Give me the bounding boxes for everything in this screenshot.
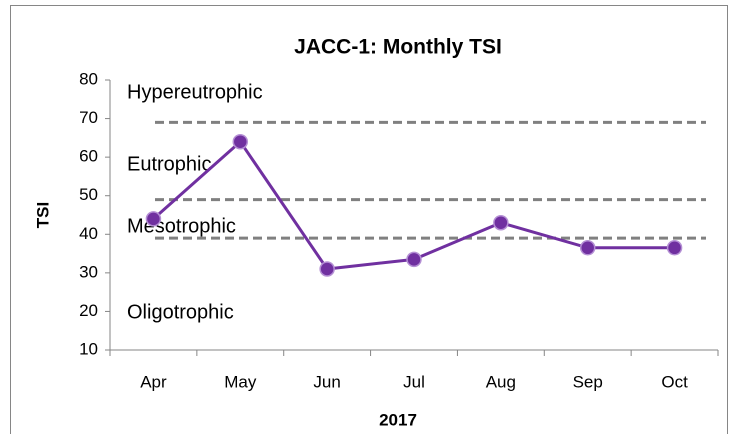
y-tick-label: 70 <box>79 108 98 127</box>
x-tick-label: Oct <box>661 372 688 391</box>
x-tick-label: Sep <box>573 372 603 391</box>
point <box>145 211 162 227</box>
zone-label: Eutrophic <box>127 153 212 175</box>
x-axis-label: 2017 <box>379 410 417 429</box>
point <box>406 251 422 268</box>
x-tick-label: Jul <box>403 372 425 391</box>
point <box>666 240 683 256</box>
point <box>579 240 596 256</box>
x-tick-label: May <box>224 372 257 391</box>
y-tick-label: 60 <box>79 147 98 166</box>
zone-label: Hypereutrophic <box>127 81 263 103</box>
y-tick-label: 80 <box>79 69 98 88</box>
chart-border <box>10 5 728 434</box>
x-tick-label: Jun <box>313 372 340 391</box>
point <box>493 214 509 231</box>
y-tick-label: 50 <box>79 185 98 204</box>
y-tick-label: 40 <box>79 224 98 243</box>
zone-label: Mesotrophic <box>127 215 236 237</box>
x-tick-label: Apr <box>140 372 167 391</box>
y-tick-label: 10 <box>79 339 98 358</box>
y-tick-label: 30 <box>79 262 98 281</box>
chart-title: JACC-1: Monthly TSI <box>294 36 502 59</box>
point <box>319 261 335 277</box>
zone-label: Oligotrophic <box>127 301 234 323</box>
y-tick-label: 20 <box>79 301 98 320</box>
x-tick-label: Aug <box>486 372 516 391</box>
y-axis-label: TSI <box>33 202 52 228</box>
point <box>232 133 249 150</box>
